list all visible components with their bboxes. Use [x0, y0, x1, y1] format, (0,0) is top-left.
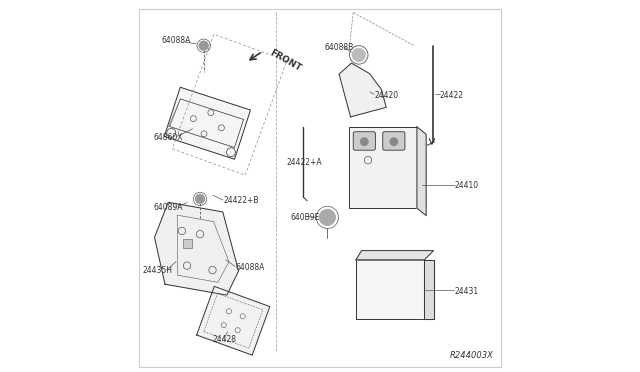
Circle shape	[319, 209, 335, 225]
Text: 24420: 24420	[374, 91, 399, 100]
Text: 64088A: 64088A	[161, 36, 191, 45]
FancyBboxPatch shape	[353, 132, 376, 150]
Text: 640B9E: 640B9E	[291, 213, 320, 222]
Text: 24428: 24428	[213, 335, 237, 344]
Polygon shape	[417, 127, 426, 215]
Text: 64088A: 64088A	[235, 263, 264, 272]
Polygon shape	[196, 286, 270, 355]
Circle shape	[360, 138, 368, 145]
FancyBboxPatch shape	[349, 127, 417, 208]
Text: 64089A: 64089A	[154, 203, 183, 212]
Text: 24422: 24422	[440, 91, 464, 100]
Circle shape	[199, 41, 209, 51]
Text: 64088B: 64088B	[324, 43, 354, 52]
Text: 24410: 24410	[455, 182, 479, 190]
FancyBboxPatch shape	[383, 132, 405, 150]
Text: 24431: 24431	[455, 287, 479, 296]
Circle shape	[352, 48, 365, 62]
Polygon shape	[339, 63, 386, 117]
Text: 24422+B: 24422+B	[223, 196, 259, 205]
Polygon shape	[154, 202, 239, 295]
Circle shape	[390, 138, 397, 145]
Circle shape	[195, 194, 205, 204]
Polygon shape	[424, 260, 433, 319]
Bar	[183, 239, 191, 248]
Polygon shape	[164, 87, 250, 159]
Text: R244003X: R244003X	[450, 350, 493, 359]
Text: 24435H: 24435H	[143, 266, 173, 275]
FancyBboxPatch shape	[356, 260, 424, 319]
Text: 24422+A: 24422+A	[287, 157, 323, 167]
Polygon shape	[356, 251, 433, 260]
Text: FRONT: FRONT	[268, 48, 303, 73]
Text: 64860X: 64860X	[154, 133, 183, 142]
